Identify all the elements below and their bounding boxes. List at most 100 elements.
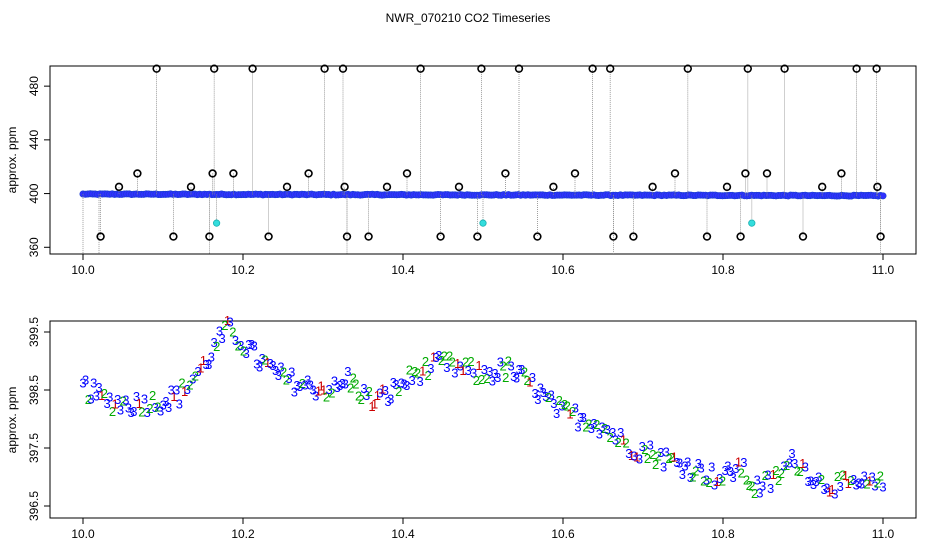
marker-3: 3: [494, 370, 501, 385]
marker-1: 1: [842, 468, 849, 483]
marker-2: 2: [446, 348, 453, 363]
marker-3: 3: [537, 381, 544, 396]
marker-3: 3: [660, 460, 667, 475]
marker-2: 2: [85, 392, 92, 407]
marker-3: 3: [764, 467, 771, 482]
marker-2: 2: [569, 404, 576, 419]
marker-3: 3: [296, 379, 303, 394]
marker-3: 3: [130, 404, 137, 419]
marker-2: 2: [614, 435, 621, 450]
marker-3: 3: [681, 459, 688, 474]
marker-3: 3: [722, 463, 729, 478]
top-y-tick-label: 360: [27, 237, 41, 257]
marker-3: 3: [465, 363, 472, 378]
marker-2: 2: [743, 473, 750, 488]
marker-3: 3: [703, 473, 710, 488]
outlier-point: [473, 232, 482, 241]
outlier-point: [342, 232, 352, 241]
marker-2: 2: [601, 421, 608, 436]
marker-1: 1: [633, 450, 640, 465]
marker-1: 1: [475, 358, 482, 373]
marker-2: 2: [874, 475, 881, 490]
outlier-point: [798, 232, 808, 241]
marker-2: 2: [406, 363, 413, 378]
marker-2: 2: [414, 366, 421, 381]
marker-1: 1: [368, 399, 375, 414]
outlier-point: [454, 182, 464, 192]
marker-1: 1: [374, 388, 381, 403]
top-x-tick-label: 10.6: [551, 263, 575, 277]
marker-2: 2: [772, 463, 779, 478]
outlier-point: [320, 64, 329, 73]
marker-3: 3: [815, 470, 822, 485]
outlier-point: [741, 169, 750, 178]
marker-1: 1: [111, 396, 118, 411]
marker-3: 3: [114, 392, 121, 407]
marker-3: 3: [427, 361, 434, 376]
marker-2: 2: [280, 365, 287, 380]
marker-3: 3: [855, 475, 862, 490]
top-y-tick-label: 480: [27, 76, 41, 96]
marker-2: 2: [229, 324, 236, 339]
marker-2: 2: [668, 450, 675, 465]
outlier-point: [340, 182, 349, 192]
marker-1: 1: [379, 381, 386, 396]
bottom-x-tick-label: 10.8: [711, 527, 735, 540]
outlier-point: [609, 232, 618, 241]
marker-3: 3: [392, 377, 399, 392]
marker-2: 2: [240, 343, 247, 358]
marker-3: 3: [259, 351, 266, 366]
marker-3: 3: [588, 421, 595, 436]
marker-3: 3: [433, 350, 440, 365]
marker-3: 3: [237, 338, 244, 353]
marker-1: 1: [671, 449, 678, 464]
marker-3: 3: [173, 382, 180, 397]
marker-2: 2: [762, 468, 769, 483]
marker-3: 3: [553, 406, 560, 421]
marker-3: 3: [861, 469, 868, 484]
marker-3: 3: [724, 458, 731, 473]
marker-3: 3: [141, 392, 148, 407]
top-axes: 10.0 10.2 10.4 10.6 10.8 11.0 360 400 440 480: [27, 76, 895, 277]
marker-3: 3: [759, 479, 766, 494]
marker-2: 2: [347, 380, 354, 395]
marker-3: 3: [451, 365, 458, 380]
marker-3: 3: [417, 374, 424, 389]
marker-3: 3: [518, 362, 525, 377]
marker-3: 3: [850, 472, 857, 487]
marker-3: 3: [189, 371, 196, 386]
outlier-point: [743, 64, 752, 73]
marker-2: 2: [120, 394, 127, 409]
outlier-point: [873, 182, 882, 192]
marker-2: 2: [441, 348, 448, 363]
marker-3: 3: [387, 391, 394, 406]
marker-2: 2: [186, 377, 193, 392]
marker-3: 3: [788, 446, 795, 461]
outlier-point: [837, 169, 846, 178]
marker-3: 3: [609, 425, 616, 440]
marker-2: 2: [425, 368, 432, 383]
marker-3: 3: [837, 479, 844, 494]
marker-2: 2: [561, 397, 568, 412]
marker-3: 3: [95, 380, 102, 395]
marker-3: 3: [631, 448, 638, 463]
marker-3: 3: [344, 364, 351, 379]
marker-3: 3: [144, 405, 151, 420]
marker-3: 3: [489, 374, 496, 389]
marker-2: 2: [689, 469, 696, 484]
marker-3: 3: [516, 362, 523, 377]
outlier-point: [114, 182, 124, 192]
cyan-marker: [213, 219, 221, 227]
marker-3: 3: [711, 477, 718, 492]
outlier-point: [416, 64, 425, 73]
marker-1: 1: [170, 389, 177, 404]
marker-2: 2: [751, 486, 758, 501]
marker-3: 3: [804, 474, 811, 489]
marker-3: 3: [398, 375, 405, 390]
marker-3: 3: [507, 358, 514, 373]
marker-2: 2: [606, 430, 613, 445]
marker-3: 3: [695, 456, 702, 471]
marker-3: 3: [534, 392, 541, 407]
outlier-point: [248, 64, 257, 73]
